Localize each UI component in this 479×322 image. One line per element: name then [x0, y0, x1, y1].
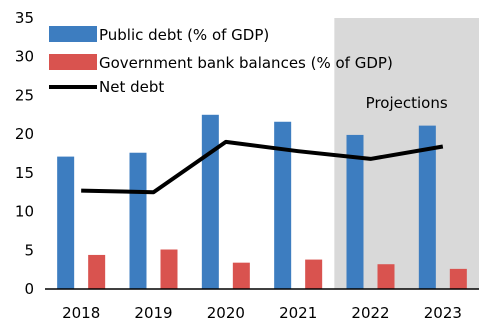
legend-swatch-public-debt	[49, 26, 97, 42]
legend-label-net-debt: Net debt	[99, 78, 164, 96]
bar-government-bank-balances	[377, 264, 395, 289]
bar-government-bank-balances	[232, 262, 250, 289]
y-tick-label: 30	[15, 48, 34, 66]
y-tick-label: 10	[15, 203, 34, 221]
bar-government-bank-balances	[160, 249, 178, 289]
x-tick-label: 2019	[134, 304, 172, 322]
y-tick-label: 25	[15, 86, 34, 104]
y-tick-label: 5	[24, 241, 34, 259]
x-tick-label: 2021	[279, 304, 317, 322]
bar-public-debt	[201, 114, 219, 290]
y-tick-label: 0	[24, 280, 34, 298]
y-axis-ticks: 0 5 10 15 20 25 30 35	[15, 9, 34, 298]
projections-label: Projections	[366, 94, 448, 112]
x-tick-label: 2018	[62, 304, 100, 322]
bar-government-bank-balances	[449, 268, 467, 289]
x-tick-label: 2022	[351, 304, 389, 322]
bar-public-debt	[418, 125, 436, 289]
bar-government-bank-balances	[305, 259, 323, 289]
bar-public-debt	[129, 152, 147, 289]
bar-government-bank-balances	[88, 254, 106, 289]
bar-public-debt	[57, 156, 75, 289]
x-tick-label: 2023	[424, 304, 462, 322]
y-tick-label: 35	[15, 9, 34, 27]
x-axis-ticks: 2018 2019 2020 2021 2022 2023	[62, 304, 462, 322]
bar-public-debt	[274, 121, 292, 289]
bar-series-group	[57, 114, 467, 290]
legend-label-public-debt: Public debt (% of GDP)	[99, 26, 269, 44]
legend: Public debt (% of GDP) Government bank b…	[49, 26, 393, 96]
x-tick-label: 2020	[207, 304, 245, 322]
net-debt-line	[81, 139, 444, 195]
y-tick-label: 15	[15, 164, 34, 182]
y-tick-label: 20	[15, 125, 34, 143]
legend-swatch-government-bank-balances	[49, 54, 97, 70]
bar-public-debt	[346, 134, 364, 289]
legend-label-government-bank-balances: Government bank balances (% of GDP)	[99, 54, 393, 72]
